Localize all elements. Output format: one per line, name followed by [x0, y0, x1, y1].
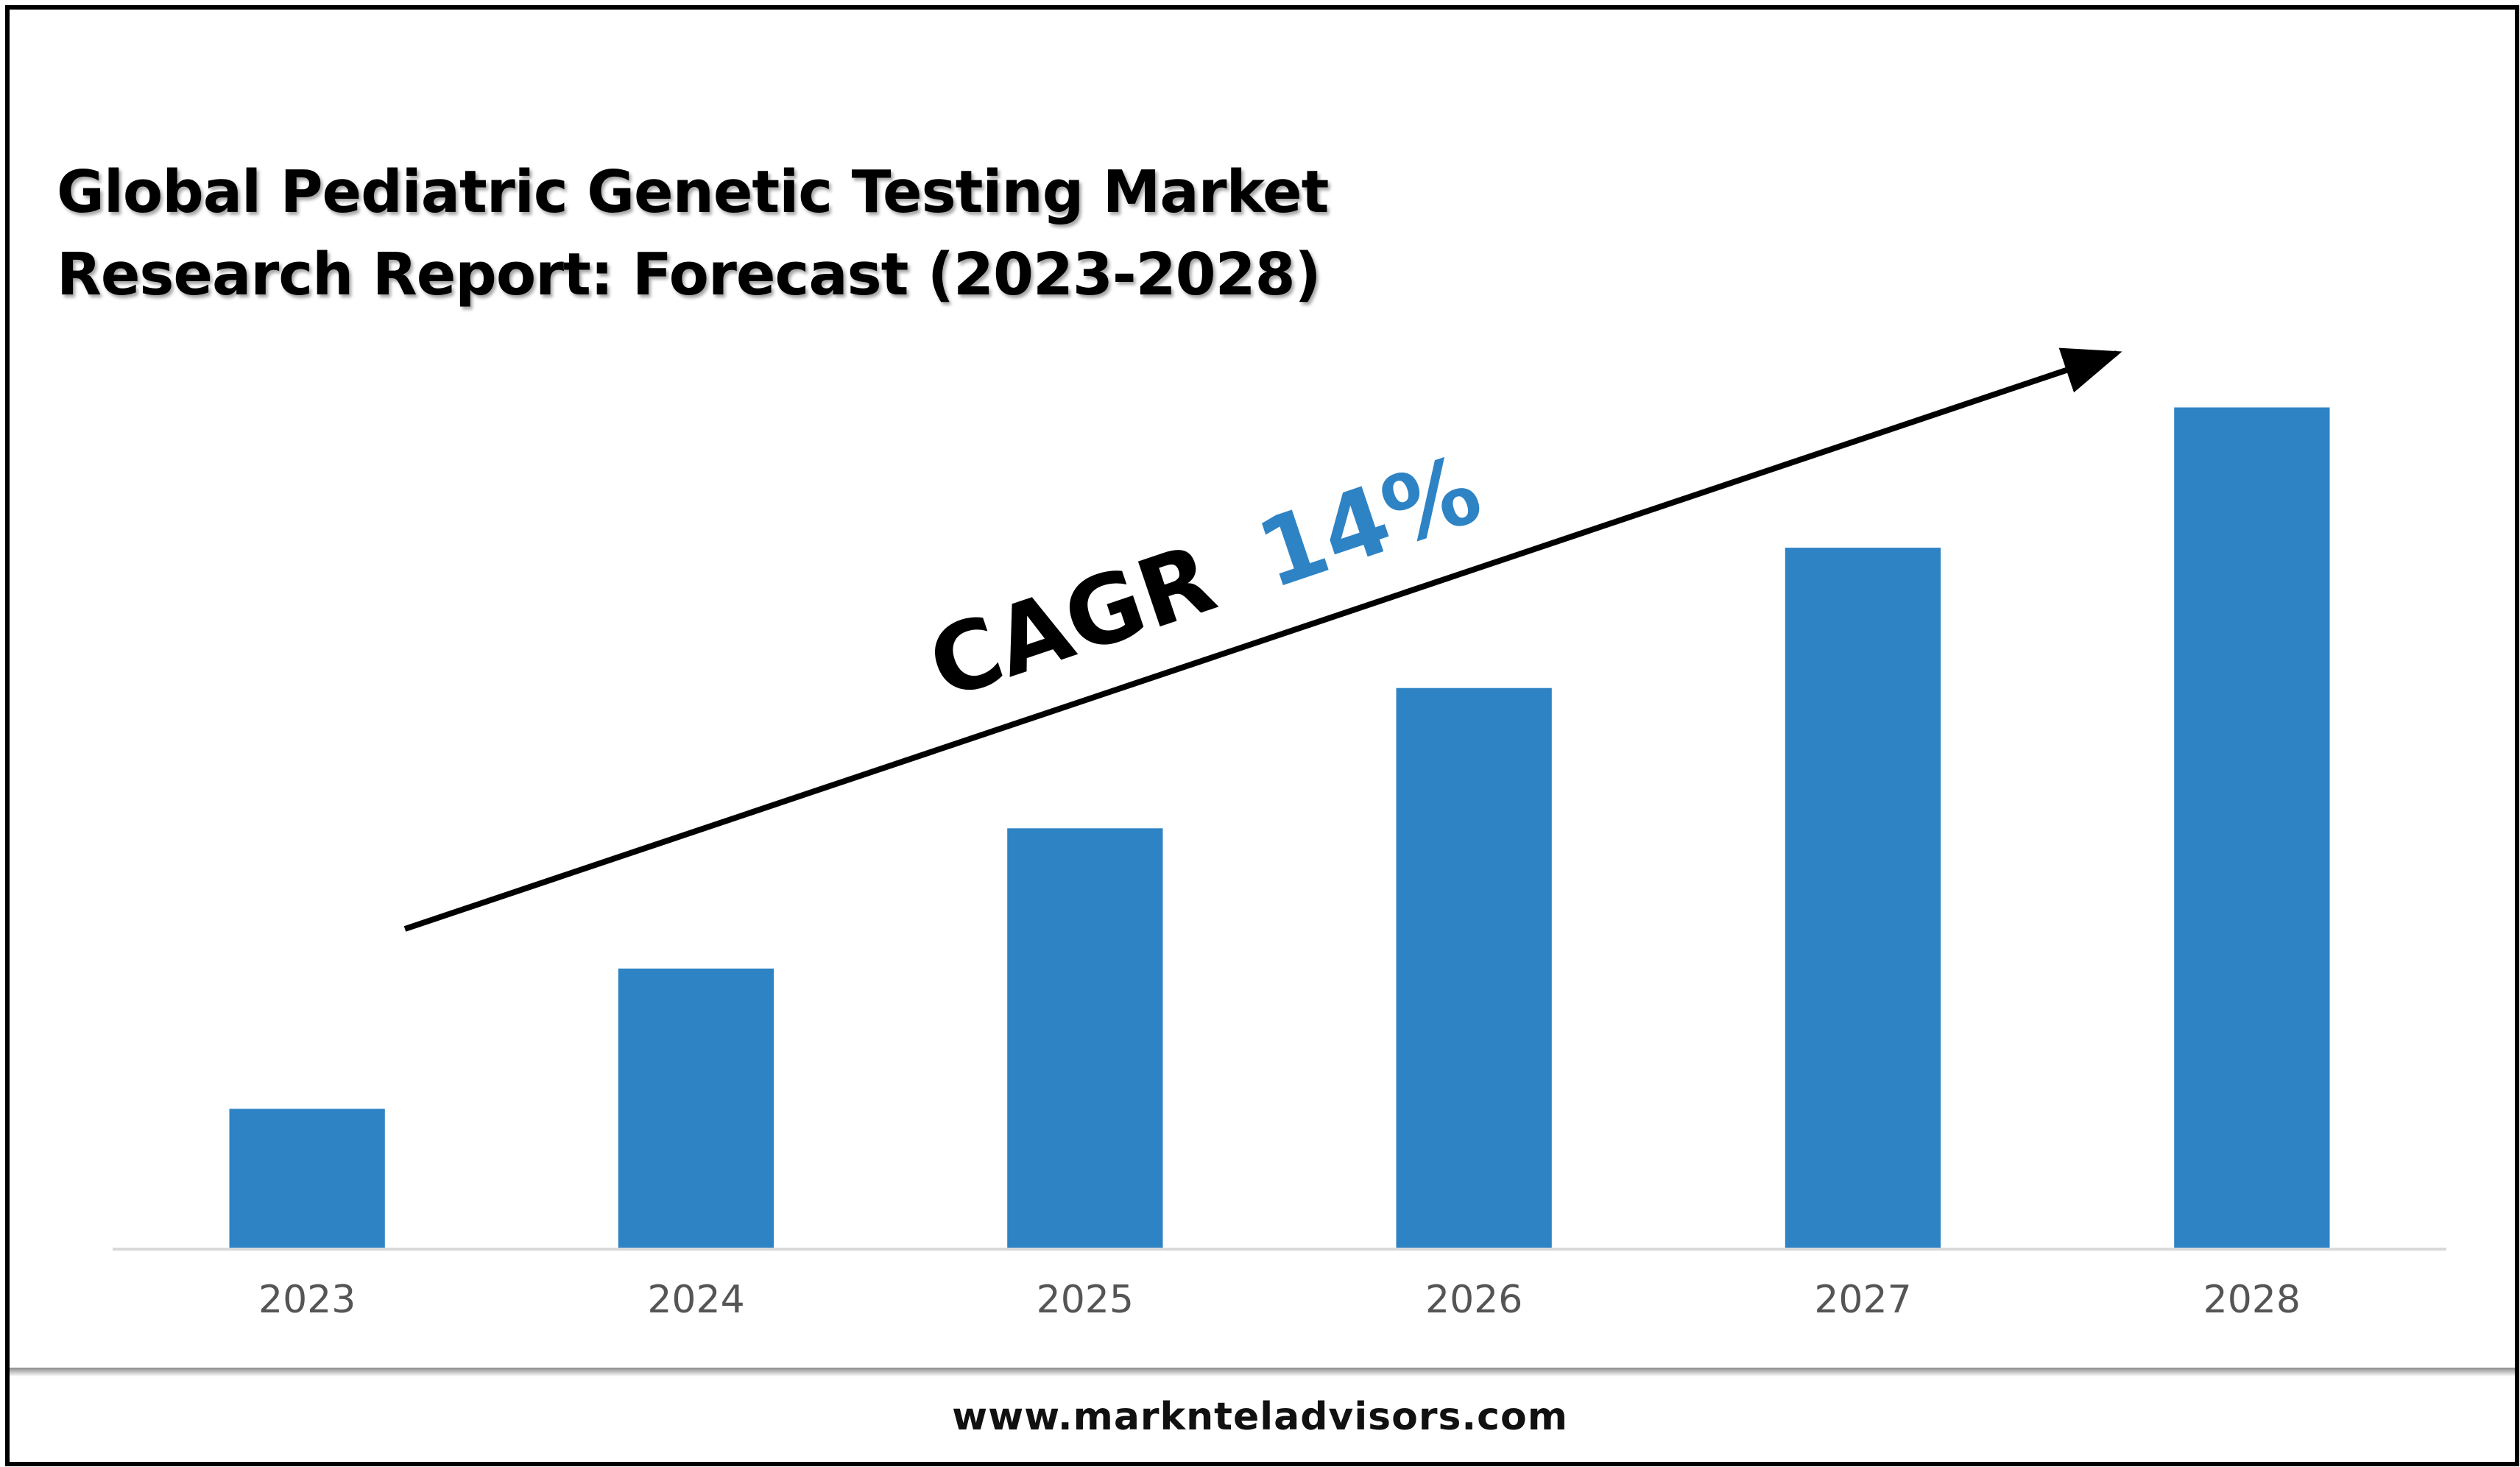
chart-frame — [5, 5, 2519, 1466]
x-tick-label-2026: 2026 — [1425, 1278, 1522, 1322]
chart-title: Global Pediatric Genetic Testing Market … — [57, 151, 1329, 316]
bar-2028 — [2174, 407, 2330, 1249]
footer-url: www.marknteladvisors.com — [952, 1395, 1568, 1439]
bar-2025 — [1007, 828, 1163, 1249]
x-tick-label-2027: 2027 — [1814, 1278, 1911, 1322]
x-tick-label-2023: 2023 — [258, 1278, 356, 1322]
chart-title-line-1: Global Pediatric Genetic Testing Market — [57, 158, 1329, 226]
footer-divider — [10, 1368, 2515, 1376]
cagr-prefix: CAGR — [916, 524, 1227, 721]
bars-layer — [229, 407, 2330, 1249]
chart-title-line-2: Research Report: Forecast (2023-2028) — [57, 241, 1321, 308]
x-tick-label-2028: 2028 — [2203, 1278, 2301, 1322]
x-axis-ticks: 2023 2024 2025 2026 2027 2028 — [258, 1278, 2301, 1322]
bar-2024 — [618, 968, 774, 1249]
cagr-value: 14% — [1245, 434, 1494, 610]
cagr-annotation: CAGR 14% — [916, 434, 1493, 721]
bar-2026 — [1396, 687, 1552, 1249]
bar-2023 — [229, 1109, 385, 1249]
x-tick-label-2025: 2025 — [1037, 1278, 1134, 1322]
growth-arrow — [403, 347, 2122, 932]
bar-2027 — [1785, 548, 1941, 1249]
x-tick-label-2024: 2024 — [647, 1278, 744, 1322]
